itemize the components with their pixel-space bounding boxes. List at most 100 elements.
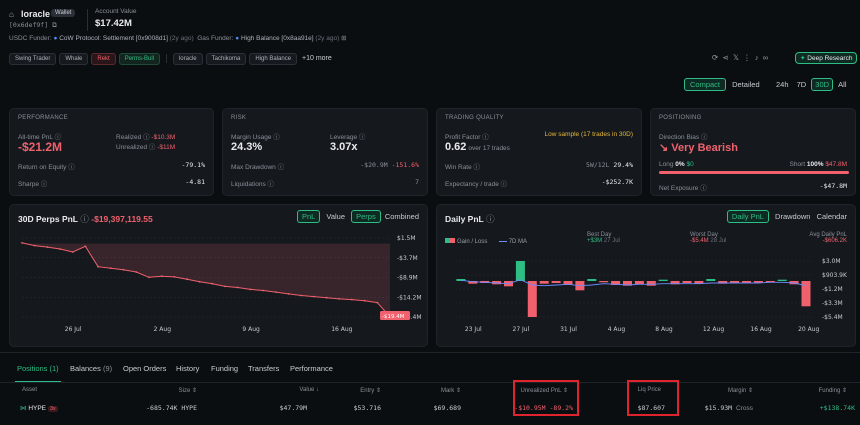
col-mark[interactable]: Mark ⇕ (440, 388, 461, 394)
tab-balances[interactable]: Balances (9) (70, 364, 113, 373)
usdc-funder-link[interactable]: CoW Protocol: Settlement [0x9008d1] (59, 35, 168, 42)
refresh-icon[interactable]: ⟳ (712, 53, 719, 62)
exposure-bar (659, 171, 849, 174)
tag[interactable]: Swing Trader (9, 53, 57, 65)
pnl-point (160, 275, 163, 278)
daily-bar (587, 279, 597, 281)
chain-icon: ● (235, 35, 240, 42)
link-icon[interactable]: ∞ (762, 53, 769, 62)
tab-drawdown[interactable]: Drawdown (775, 212, 811, 221)
low-sample-warning: Low sample (17 trades in 30D) (544, 131, 633, 138)
max-drawdown-value: -$20.9M -151.6% (360, 161, 419, 169)
liquidations-label: Liquidations ⓘ (231, 181, 275, 188)
table-row[interactable]: ⋈ HYPE 3x -685.74K HYPE $47.79M $53.716 … (0, 399, 860, 415)
daily-pnl-chart[interactable]: $3.0M $903.9K -$1.2M -$3.3M -$5.4M 23 Jul 27 J… (437, 255, 857, 347)
tab-open-orders[interactable]: Open Orders (123, 364, 167, 373)
wallet-icon: ⌂ (9, 10, 14, 19)
value-cell: $47.79M (279, 404, 307, 412)
pnl-point (59, 248, 61, 250)
daily-bar (551, 281, 561, 283)
unrealized-pnl-cell: -$10.95M -89.2% (514, 404, 573, 412)
x-icon[interactable]: 𝕏 (732, 53, 739, 62)
pnl-point (173, 276, 176, 278)
col-entry[interactable]: Entry ⇕ (360, 388, 381, 394)
range-7d[interactable]: 7D (796, 80, 807, 89)
col-margin[interactable]: Margin ⇕ (727, 388, 753, 394)
tab-pnl[interactable]: PnL (296, 210, 321, 223)
pnl-point (325, 296, 328, 299)
daily-bar (670, 281, 680, 285)
more-tags-link[interactable]: +10 more (302, 55, 332, 62)
tag[interactable]: Whale (59, 53, 89, 65)
tab-history[interactable]: History (176, 364, 200, 373)
x-tick-label: 4 Aug (608, 326, 626, 333)
detailed-button[interactable]: Detailed (732, 80, 760, 89)
tag[interactable]: Tachikoma (205, 53, 247, 65)
asset-cell: ⋈ HYPE 3x (20, 405, 58, 412)
risk-card: RISK Margin Usage ⓘ 24.3% Leverage ⓘ 3.0… (222, 108, 428, 196)
info-icon: ⓘ (273, 134, 280, 141)
account-value-label: Account Value (95, 8, 137, 15)
tag[interactable]: High Balance (249, 53, 298, 65)
daily-bar (563, 281, 573, 285)
share-icon[interactable]: ⋖ (722, 53, 729, 62)
tab-perps[interactable]: Perps (351, 210, 381, 223)
chart-title: Daily PnL ⓘ (445, 214, 495, 224)
y-tick-label: -$3.7M (397, 255, 418, 262)
highlight-box-unrealized-pnl (513, 380, 579, 416)
range-24h[interactable]: 24h (776, 80, 789, 89)
pnl-point (338, 298, 341, 300)
tab-transfers[interactable]: Transfers (248, 364, 280, 373)
pnl-line (21, 242, 391, 318)
range-all[interactable]: All (838, 80, 847, 89)
range-30d[interactable]: 30D (811, 78, 834, 91)
tab-value[interactable]: Value (326, 212, 346, 221)
tag[interactable]: loracle (172, 53, 203, 65)
more-icon[interactable]: ⋮ (743, 53, 751, 62)
expectancy-value: -$252.7K (601, 178, 633, 186)
pnl-point (122, 268, 125, 271)
copy-icon: ⧉ (52, 21, 57, 29)
bell-icon[interactable]: ♪ (754, 53, 759, 62)
wallet-address[interactable]: [0x6def9f] ⧉ (9, 21, 57, 29)
perps-pnl-chart[interactable]: $1.5M-$3.7M-$8.9M-$14.2M-$19.4M-$19.4M26… (10, 229, 429, 347)
profit-factor-label: Profit Factor ⓘ (445, 134, 489, 141)
sharpe-value: -4.81 (185, 178, 205, 186)
col-asset[interactable]: Asset (22, 387, 38, 393)
range-toggle: 24h 7D 30D All (773, 78, 850, 91)
leverage-label: Leverage ⓘ (330, 134, 366, 141)
col-value[interactable]: Value ↓ (299, 387, 319, 393)
info-icon: ⓘ (143, 134, 150, 141)
tab-combined[interactable]: Combined (384, 212, 419, 221)
tab-funding[interactable]: Funding (211, 364, 239, 373)
y-tick-label: -$5.4M (822, 314, 843, 321)
daily-bar (658, 279, 668, 281)
col-size[interactable]: Size ⇕ (178, 388, 197, 394)
x-tick-label: 31 Jul (560, 326, 577, 333)
daily-bar (611, 281, 621, 285)
daily-bar (646, 281, 656, 286)
tab-daily-pnl[interactable]: Daily PnL (726, 210, 769, 223)
x-tick-label: 2 Aug (154, 326, 172, 333)
tab-performance[interactable]: Performance (290, 364, 333, 373)
entry-cell: $53.716 (353, 404, 381, 412)
daily-pnl-card: Daily PnL ⓘ Daily PnL Drawdown Calendar … (436, 204, 856, 347)
legend-swatch (445, 238, 450, 243)
positions-table-header: Asset Size ⇕ Value ↓ Entry ⇕ Mark ⇕ Unre… (0, 384, 860, 398)
margin-cell: $15.93M Cross (704, 404, 753, 412)
view-toggle: Compact Detailed (684, 78, 760, 91)
perps-chart-tabs: PnL Value Perps Combined (296, 210, 419, 223)
compact-button[interactable]: Compact (684, 78, 727, 91)
col-unrealized-pnl[interactable]: Unrealized PnL ⇕ (520, 388, 568, 394)
pnl-point (33, 244, 36, 247)
col-funding[interactable]: Funding ⇕ (818, 388, 847, 394)
tab-positions[interactable]: Positions (1) (17, 364, 59, 373)
tag[interactable]: Perms-Bull (118, 53, 161, 65)
tab-calendar[interactable]: Calendar (816, 212, 847, 221)
pnl-point (84, 245, 87, 248)
col-liq-price[interactable]: Liq Price (637, 387, 661, 393)
deep-research-button[interactable]: ✦ Deep Research (795, 52, 858, 64)
pnl-point (186, 278, 188, 281)
gas-funder-link[interactable]: High Balance [0x8aa91e] (240, 35, 314, 42)
tag[interactable]: Rekt (91, 53, 116, 65)
